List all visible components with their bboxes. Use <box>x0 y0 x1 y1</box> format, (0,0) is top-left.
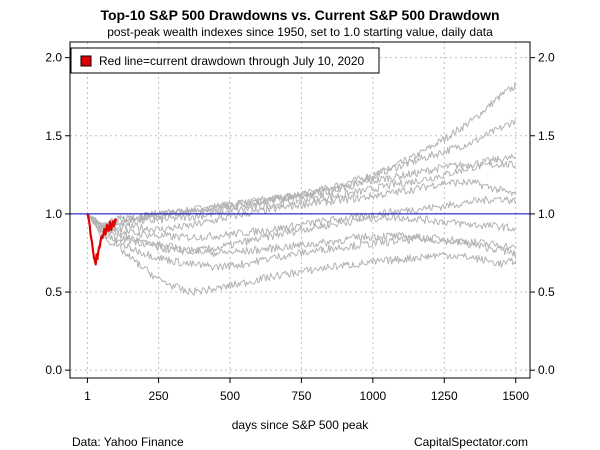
x-tick-label: 1250 <box>431 389 458 403</box>
historical-drawdown-line <box>87 160 516 229</box>
y-tick-label-left: 2.0 <box>45 51 62 65</box>
historical-drawdown-line <box>86 213 517 271</box>
chart-subtitle: post-peak wealth indexes since 1950, set… <box>107 25 493 39</box>
x-tick-label: 500 <box>220 389 240 403</box>
y-tick-label-left: 1.0 <box>45 207 62 221</box>
y-tick-label-right: 0.0 <box>538 363 555 377</box>
plot-frame <box>69 41 531 379</box>
x-tick-label: 1500 <box>502 389 529 403</box>
y-tick-label-right: 0.5 <box>538 285 555 299</box>
current-drawdown-line <box>86 213 117 266</box>
legend-label-current: Red line=current drawdown through July 1… <box>99 54 364 68</box>
x-tick-label: 250 <box>149 389 169 403</box>
legend-swatch-current <box>80 55 92 67</box>
historical-drawdown-line <box>87 213 517 255</box>
historical-drawdown-line <box>87 153 516 229</box>
historical-drawdown-line <box>87 178 517 234</box>
x-tick-label: 1000 <box>360 389 387 403</box>
y-tick-label-left: 0.5 <box>45 285 62 299</box>
site-credit: CapitalSpectator.com <box>413 435 528 449</box>
legend-box <box>70 47 380 74</box>
x-tick-label: 750 <box>291 389 311 403</box>
grid <box>70 42 530 378</box>
historical-drawdown-line <box>86 213 517 296</box>
legend: Red line=current drawdown through July 1… <box>70 47 380 74</box>
y-tick-label-left: 1.5 <box>45 129 62 143</box>
y-tick-label-right: 1.0 <box>538 207 555 221</box>
x-tick-label: 1 <box>84 389 91 403</box>
y-tick-label-right: 1.5 <box>538 129 555 143</box>
x-axis-title: days since S&P 500 peak <box>231 418 369 432</box>
source-credit: Data: Yahoo Finance <box>72 435 184 449</box>
y-tick-label-left: 0.0 <box>45 363 62 377</box>
chart-title: Top-10 S&P 500 Drawdowns vs. Current S&P… <box>100 7 500 23</box>
y-tick-label-right: 2.0 <box>538 51 555 65</box>
historical-drawdown-line <box>87 195 517 242</box>
